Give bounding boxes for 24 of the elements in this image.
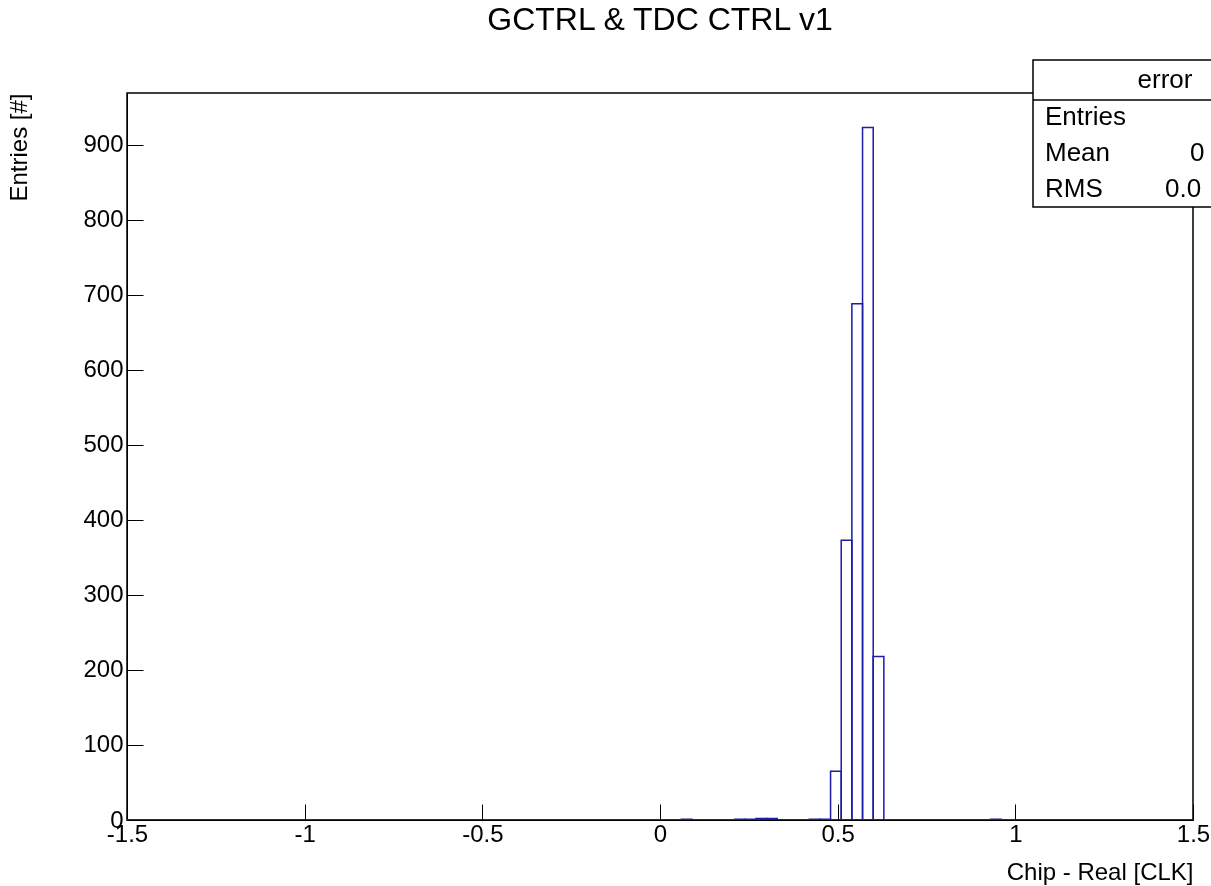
chart-title: GCTRL & TDC CTRL v1: [487, 1, 833, 38]
y-tick-label: 900: [83, 130, 124, 158]
annotation: Mean: [1045, 137, 1111, 167]
x-tick-label: 1.5: [1176, 819, 1211, 847]
y-tick-label: 700: [83, 280, 124, 308]
x-axis-title: Chip - Real [CLK]: [1006, 857, 1194, 885]
y-tick-label: 500: [83, 430, 124, 458]
annotation: error: [1137, 64, 1193, 94]
y-tick-label: 200: [83, 655, 124, 683]
x-tick-label: -0.5: [462, 819, 504, 847]
y-tick-label: 400: [83, 505, 124, 533]
y-axis-title: Entries [#]: [4, 93, 32, 202]
annotation: 0.0: [1165, 173, 1202, 203]
y-tick-label: 800: [83, 205, 124, 233]
annotation: RMS: [1045, 173, 1103, 203]
y-tick-label: 300: [83, 580, 124, 608]
x-tick-label: 0: [653, 819, 668, 847]
x-tick-label: 0.5: [821, 819, 855, 847]
y-tick-label: 600: [83, 355, 124, 383]
annotation: Entries: [1045, 101, 1126, 131]
annotation: 0: [1190, 137, 1205, 167]
x-tick-label: 1: [1009, 819, 1023, 847]
y-tick-label: 100: [83, 730, 124, 758]
x-tick-label: -1: [294, 819, 316, 847]
